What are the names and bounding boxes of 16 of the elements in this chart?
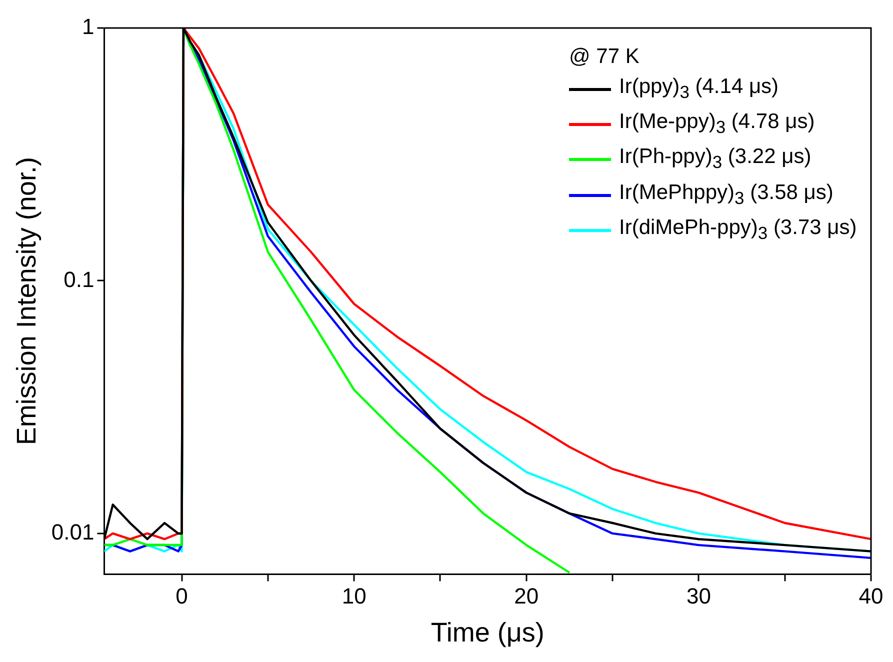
x-tick-label: 30 (686, 583, 711, 608)
y-tick-label: 1 (82, 14, 94, 40)
x-tick-label: 20 (514, 583, 539, 608)
legend-label: Ir(Ph-ppy)$_{3}$ (3.22 μs) (619, 144, 812, 175)
x-tick-label: 10 (342, 583, 366, 608)
x-tick-label: 40 (858, 583, 884, 608)
y-tick-label: 0.1 (64, 266, 94, 292)
x-axis-title: Time (μs) (430, 617, 544, 648)
legend-label: Ir(Me-ppy)$_{3}$ (4.78 μs) (619, 109, 815, 140)
x-tick-label: 0 (176, 583, 188, 608)
legend-label: Ir(MePhppy)$_{3}$ (3.58 μs) (619, 180, 834, 210)
y-tick-label: 0.01 (51, 520, 94, 545)
legend-label: Ir(diMePh-ppy)$_{3}$ (3.73 μs) (619, 214, 857, 245)
y-axis-title: Emission Intensity (nor.) (12, 157, 42, 446)
legend-label: Ir(ppy)$_{3}$ (4.14 μs) (619, 74, 779, 104)
legend-title: @ 77 K (569, 44, 640, 70)
